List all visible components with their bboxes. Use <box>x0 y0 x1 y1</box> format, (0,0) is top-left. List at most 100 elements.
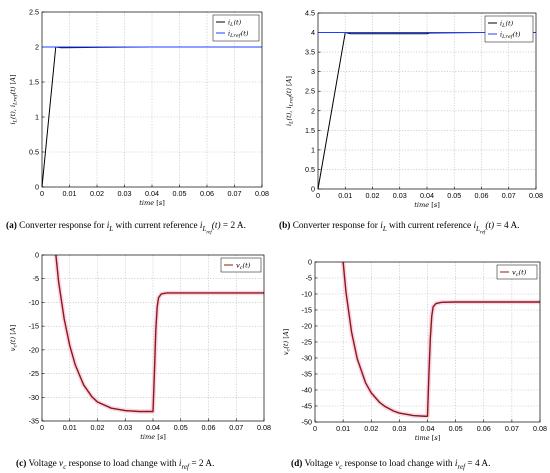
caption-text-part: Converter response for <box>292 221 381 231</box>
x-tick-label: 0 <box>40 423 44 432</box>
series-line <box>55 254 264 413</box>
x-tick-label: 0.02 <box>364 424 378 433</box>
caption-b: (b) Converter response for iL with curre… <box>279 221 520 236</box>
chart-panel-d: 0 0.01 0.02 0.03 0.04 0.05 0.06 0.07 0.08 0 -5 -10 -… <box>275 240 550 473</box>
x-tick-label: 0.01 <box>63 423 77 432</box>
x-tick-label: 0.02 <box>91 423 105 432</box>
caption-symbol: iref <box>454 459 466 471</box>
y-tick-label: -10 <box>29 298 39 307</box>
chart-panel-a: 0 0.01 0.02 0.03 0.04 0.05 0.06 0.07 0.08 0 0.5 1 1.… <box>0 0 275 236</box>
y-tick-label: 2.5 <box>29 8 39 17</box>
chart-panel-c: 0 0.01 0.02 0.03 0.04 0.05 0.06 0.07 0.08 0 -5 -10 -… <box>0 240 275 473</box>
legend-label: iL(t) <box>500 19 514 29</box>
y-tick-label: -35 <box>302 370 312 379</box>
x-tick-label: 0.03 <box>118 423 132 432</box>
y-tick-label: -15 <box>302 306 312 315</box>
caption-label: (d) <box>291 459 303 469</box>
y-tick-label: -20 <box>29 345 39 354</box>
legend-label: vc(t) <box>512 268 527 278</box>
x-tick-label: 0.02 <box>90 189 104 198</box>
x-tick-label: 0 <box>40 189 44 198</box>
caption-symbol: iL <box>106 221 114 233</box>
x-tick-label: 0.06 <box>477 424 491 433</box>
legend-label: iLref(t) <box>500 30 521 40</box>
chart-c-svg: 0 0.01 0.02 0.03 0.04 0.05 0.06 0.07 0.08 0 -5 -10 -… <box>9 251 271 442</box>
x-tick-label: 0.04 <box>420 191 434 200</box>
x-tick-label: 0.08 <box>255 189 269 198</box>
caption-label: (b) <box>279 221 291 231</box>
legend-label: iL(t) <box>228 18 242 28</box>
caption-symbol: iref <box>178 459 189 471</box>
x-tick-label: 0.06 <box>202 423 216 432</box>
y-tick-label: 3.5 <box>305 48 315 57</box>
x-tick-label: 0.06 <box>200 189 214 198</box>
caption-text-part: Converter response for <box>19 221 107 231</box>
y-tick-label: -15 <box>29 322 39 331</box>
x-tick-label: 0.05 <box>449 424 463 433</box>
caption-symbol: iLref(t) <box>199 221 221 236</box>
series-line <box>342 261 540 417</box>
y-tick-label: 0 <box>308 258 312 267</box>
x-axis-label: time [s] <box>139 199 165 207</box>
x-tick-label: 0.08 <box>257 423 271 432</box>
y-tick-label: 0 <box>311 185 315 194</box>
x-axis-label: time [s] <box>414 201 440 209</box>
y-tick-label: 1 <box>35 113 39 122</box>
y-axis-label: iL(t), iLref(t) [A] <box>9 75 19 125</box>
plot-frame <box>41 11 263 188</box>
x-tick-label: 0.04 <box>146 423 160 432</box>
x-tick-label: 0.02 <box>366 191 380 200</box>
plot-frame <box>317 12 537 190</box>
chart-panel-b: 0 0.01 0.02 0.03 0.04 0.05 0.06 0.07 0.08 0 0.5 1 1.… <box>275 0 550 236</box>
x-tick-label: 0 <box>316 191 320 200</box>
y-tick-label: -5 <box>33 274 39 283</box>
caption-text-part: with current reference <box>386 221 474 231</box>
y-tick-label: 2 <box>35 43 39 52</box>
legend-label: vc(t) <box>236 261 251 271</box>
caption-symbol: vc <box>59 459 67 471</box>
y-tick-label: -25 <box>29 369 39 378</box>
x-tick-label: 0.07 <box>229 423 243 432</box>
caption-text-part: response to load change with <box>342 459 455 469</box>
legend-label: iLref(t) <box>228 29 249 39</box>
y-axis-label: vc(t) [A] <box>9 325 19 351</box>
x-tick-label: 0.08 <box>529 191 543 200</box>
x-tick-label: 0.05 <box>174 423 188 432</box>
x-tick-label: 0.01 <box>338 191 352 200</box>
x-tick-label: 0.03 <box>118 189 132 198</box>
y-tick-label: 4.5 <box>305 9 315 18</box>
x-tick-label: 0.04 <box>421 424 435 433</box>
y-tick-label: -50 <box>302 418 312 427</box>
caption-text-part: Voltage <box>304 459 336 469</box>
legend-box <box>220 257 262 273</box>
y-tick-label: 0 <box>35 251 39 260</box>
x-tick-label: 0.08 <box>533 424 547 433</box>
plot-frame <box>41 254 265 422</box>
caption-symbol: iLref(t) <box>473 221 495 236</box>
y-tick-label: 1.5 <box>29 78 39 87</box>
y-tick-label: 0.5 <box>305 165 315 174</box>
x-tick-label: 0.05 <box>447 191 461 200</box>
caption-text-part: Voltage <box>28 459 60 469</box>
caption-text-part: with current reference <box>113 221 200 231</box>
x-tick-label: 0.01 <box>63 189 77 198</box>
chart-d-svg: 0 0.01 0.02 0.03 0.04 0.05 0.06 0.07 0.08 0 -5 -10 -… <box>282 258 547 443</box>
y-tick-label: 0 <box>35 183 39 192</box>
x-axis-label: time [s] <box>140 433 166 441</box>
plot-frame <box>314 261 541 423</box>
chart-b-svg: 0 0.01 0.02 0.03 0.04 0.05 0.06 0.07 0.08 0 0.5 1 1.… <box>285 9 543 210</box>
caption-symbol: iL <box>380 221 387 233</box>
x-axis-label: time [s] <box>415 434 441 442</box>
x-tick-label: 0.03 <box>392 424 406 433</box>
y-tick-label: -20 <box>302 322 312 331</box>
y-tick-label: 1.5 <box>305 126 315 135</box>
y-axis-label: iL(t), iLref(t) [A] <box>285 76 295 126</box>
y-tick-label: -45 <box>302 402 312 411</box>
y-tick-label: -30 <box>302 354 312 363</box>
x-tick-label: 0.01 <box>336 424 350 433</box>
caption-symbol: vc <box>335 459 343 471</box>
y-tick-label: -10 <box>302 290 312 299</box>
caption-c: (c) Voltage vc response to load change w… <box>16 459 215 471</box>
legend-box <box>212 14 260 42</box>
y-tick-label: 2 <box>311 106 315 115</box>
